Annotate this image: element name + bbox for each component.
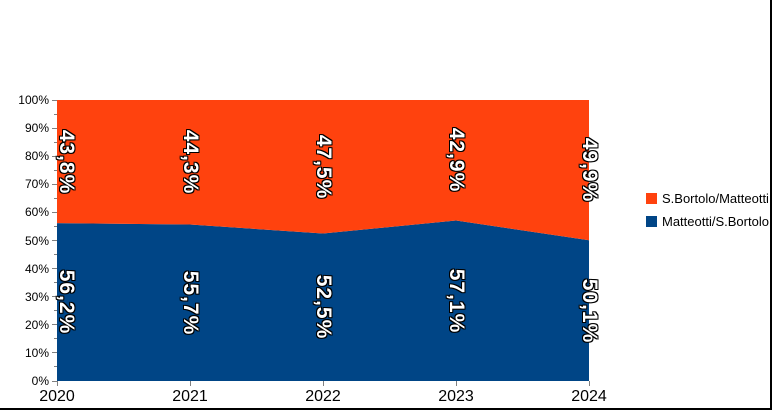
x-axis-label: 2023 — [438, 388, 474, 405]
x-axis-label: 2022 — [305, 388, 341, 405]
legend-label: Matteotti/S.Bortolo — [662, 213, 769, 229]
data-label: 55,7% — [179, 270, 202, 335]
y-tick-minor — [54, 282, 57, 284]
y-tick-major — [52, 127, 57, 129]
frame-border-right — [770, 0, 772, 410]
frame-border-bottom — [0, 408, 772, 410]
y-tick-minor — [54, 254, 57, 256]
x-axis-label: 2024 — [571, 388, 607, 405]
y-tick-major — [52, 296, 57, 298]
data-label: 52,5% — [312, 274, 335, 340]
y-axis-label: 100% — [18, 93, 49, 107]
data-label: 42,9% — [445, 128, 468, 193]
data-label: 47,5% — [312, 134, 335, 199]
y-tick-minor — [54, 169, 57, 171]
x-axis-label: 2021 — [172, 388, 208, 405]
y-tick-minor — [54, 113, 57, 115]
data-label: 43,8% — [55, 129, 78, 194]
data-label: 57,1% — [445, 268, 468, 334]
y-axis-label: 70% — [24, 177, 49, 192]
y-tick-major — [52, 99, 57, 101]
legend-swatch-matteotti-s-bortolo — [646, 215, 657, 227]
legend-swatch-s-bortolo-matteotti — [646, 192, 657, 204]
y-tick-minor — [54, 338, 57, 340]
area-series-s-bortolo-matteotti — [57, 100, 589, 241]
x-tick — [56, 381, 58, 386]
data-label: 56,2% — [55, 269, 78, 335]
area-series-matteotti-s-bortolo — [57, 220, 589, 381]
y-axis-label: 90% — [24, 121, 49, 136]
x-tick — [588, 381, 590, 386]
y-axis-label: 50% — [24, 233, 49, 248]
y-tick-minor — [54, 141, 57, 143]
y-tick-major — [52, 324, 57, 326]
y-tick-minor — [54, 197, 57, 199]
y-tick-major — [52, 380, 57, 382]
y-axis-label: 0% — [31, 374, 49, 388]
x-tick — [455, 381, 457, 386]
y-tick-minor — [54, 225, 57, 227]
y-tick-minor — [54, 366, 57, 368]
y-axis-label: 30% — [24, 289, 49, 304]
y-axis-label: 20% — [24, 317, 49, 332]
data-label: 49,9% — [578, 137, 601, 203]
y-tick-major — [52, 240, 57, 241]
data-label: 50,1% — [578, 278, 601, 343]
y-tick-minor — [54, 310, 57, 312]
legend-item: Matteotti/S.Bortolo — [646, 213, 769, 229]
x-tick — [322, 381, 324, 386]
y-tick-major — [52, 155, 57, 157]
y-axis-label: 40% — [24, 261, 49, 276]
y-tick-major — [52, 211, 57, 213]
y-tick-major — [52, 183, 57, 185]
stacked-area-plot — [57, 100, 589, 381]
x-tick — [189, 381, 191, 386]
y-axis-label: 10% — [24, 345, 49, 360]
legend: S.Bortolo/Matteotti Matteotti/S.Bortolo — [646, 190, 769, 229]
y-axis-label: 80% — [24, 149, 49, 164]
y-tick-major — [52, 268, 57, 270]
x-axis-label: 2020 — [39, 388, 75, 405]
y-axis-label: 60% — [24, 205, 49, 220]
legend-item: S.Bortolo/Matteotti — [646, 190, 769, 206]
y-tick-major — [52, 352, 57, 354]
data-label: 44,3% — [179, 129, 202, 195]
legend-label: S.Bortolo/Matteotti — [662, 190, 769, 206]
